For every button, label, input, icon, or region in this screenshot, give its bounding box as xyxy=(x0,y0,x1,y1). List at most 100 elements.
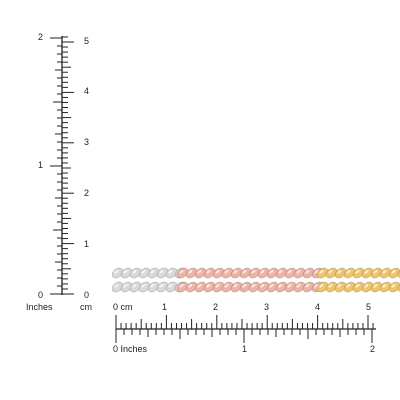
chain-link-highlight xyxy=(141,270,146,274)
inch-label-2: 2 xyxy=(38,32,43,42)
chain-link-highlight xyxy=(150,270,155,274)
chain-link-rose xyxy=(257,267,270,279)
chain-link-rose xyxy=(248,281,261,293)
chain-link-highlight xyxy=(305,284,310,288)
cm-start-label: 0 cm xyxy=(113,302,133,312)
chain-link-rose xyxy=(212,281,225,293)
chain-link-rose xyxy=(185,267,198,279)
chain-link-silver xyxy=(111,281,124,293)
chain-link-highlight xyxy=(269,270,274,274)
chain-link-highlight xyxy=(373,284,378,288)
chain-link-highlight xyxy=(314,284,319,288)
cm-label-2: 2 xyxy=(84,188,89,198)
chain-link-highlight xyxy=(224,270,229,274)
chain-link-highlight xyxy=(319,284,324,288)
chain-link-rose xyxy=(266,267,279,279)
chain-link-rose xyxy=(185,281,198,293)
chain-link-highlight xyxy=(382,270,387,274)
vertical-ruler-ticks xyxy=(50,36,74,295)
chain-link-gold xyxy=(325,281,338,293)
chain-link-gold xyxy=(397,281,400,293)
chain-link-rose xyxy=(293,281,306,293)
chain-link-highlight xyxy=(260,284,265,288)
chain-link-gold xyxy=(352,281,365,293)
chain-link-highlight xyxy=(197,270,202,274)
chain-link-highlight xyxy=(242,270,247,274)
chain-link-highlight xyxy=(391,284,396,288)
chain-link-highlight xyxy=(355,270,360,274)
chain-link-gold xyxy=(343,267,356,279)
chain-link-highlight xyxy=(206,284,211,288)
hcm-label-1: 1 xyxy=(162,302,167,312)
chain-link-silver xyxy=(147,267,160,279)
chain-link-rose xyxy=(266,281,279,293)
chain-link-highlight xyxy=(123,270,128,274)
chain-link-highlight xyxy=(224,284,229,288)
chain-link-highlight xyxy=(159,284,164,288)
chain-link-rose xyxy=(257,281,270,293)
chain-link-rose xyxy=(275,281,288,293)
chain-link-rose xyxy=(284,267,297,279)
inch-label-1: 1 xyxy=(38,160,43,170)
hcm-label-3: 3 xyxy=(264,302,269,312)
chain-link-gold xyxy=(316,267,329,279)
chain-link-highlight xyxy=(373,270,378,274)
chain-link-silver xyxy=(120,281,133,293)
chain-link-rose xyxy=(293,267,306,279)
chain-link-highlight xyxy=(278,284,283,288)
chain-link-highlight xyxy=(233,270,238,274)
chain-link-rose xyxy=(275,267,288,279)
cm-label-4: 4 xyxy=(84,86,89,96)
chain-link-gold xyxy=(334,267,347,279)
chain-link-highlight xyxy=(233,284,238,288)
chain-link-highlight xyxy=(296,270,301,274)
chain-link-highlight xyxy=(296,284,301,288)
chain-link-gold xyxy=(370,281,383,293)
horizontal-ruler: 0 cm 1 2 3 4 5 0 Inches 1 2 xyxy=(113,302,376,354)
cm-label-5: 5 xyxy=(84,36,89,46)
chain-link-gold xyxy=(361,281,374,293)
chain-link-silver xyxy=(129,281,142,293)
hcm-label-5: 5 xyxy=(366,302,371,312)
chain-link-highlight xyxy=(242,284,247,288)
chain-link-highlight xyxy=(251,284,256,288)
hinch-label-2: 2 xyxy=(370,344,375,354)
inch-start-label: 0 Inches xyxy=(113,344,148,354)
chain-link-silver xyxy=(120,267,133,279)
chain-link-rose xyxy=(221,267,234,279)
chain-link-highlight xyxy=(168,284,173,288)
cm-label-1: 1 xyxy=(84,239,89,249)
chain-link-rose xyxy=(176,281,189,293)
chain-link-gold xyxy=(352,267,365,279)
chain-link-highlight xyxy=(319,270,324,274)
chain-link-silver xyxy=(165,281,178,293)
hinch-label-1: 1 xyxy=(242,344,247,354)
chain-link-silver xyxy=(111,267,124,279)
chain-link-highlight xyxy=(179,270,184,274)
chain-link-rose xyxy=(203,267,216,279)
chain-link-highlight xyxy=(132,270,137,274)
chain-link-highlight xyxy=(179,284,184,288)
chain-link-rose xyxy=(239,267,252,279)
chain-link-highlight xyxy=(159,270,164,274)
rope-chain xyxy=(111,267,400,293)
chain-link-gold xyxy=(370,267,383,279)
chain-link-rose xyxy=(194,267,207,279)
hcm-label-2: 2 xyxy=(213,302,218,312)
chain-link-highlight xyxy=(364,284,369,288)
chain-link-gold xyxy=(379,267,392,279)
chain-link-highlight xyxy=(260,270,265,274)
chain-link-highlight xyxy=(269,284,274,288)
chain-link-rose xyxy=(248,267,261,279)
chain-link-highlight xyxy=(123,284,128,288)
chain-link-highlight xyxy=(188,284,193,288)
chain-link-rose xyxy=(212,267,225,279)
chain-links xyxy=(111,267,400,293)
chain-link-gold xyxy=(397,267,400,279)
chain-link-gold xyxy=(343,281,356,293)
unit-cm-label: cm xyxy=(80,302,92,312)
chain-link-highlight xyxy=(346,270,351,274)
chain-link-silver xyxy=(165,267,178,279)
hcm-label-4: 4 xyxy=(315,302,320,312)
chain-link-highlight xyxy=(215,284,220,288)
